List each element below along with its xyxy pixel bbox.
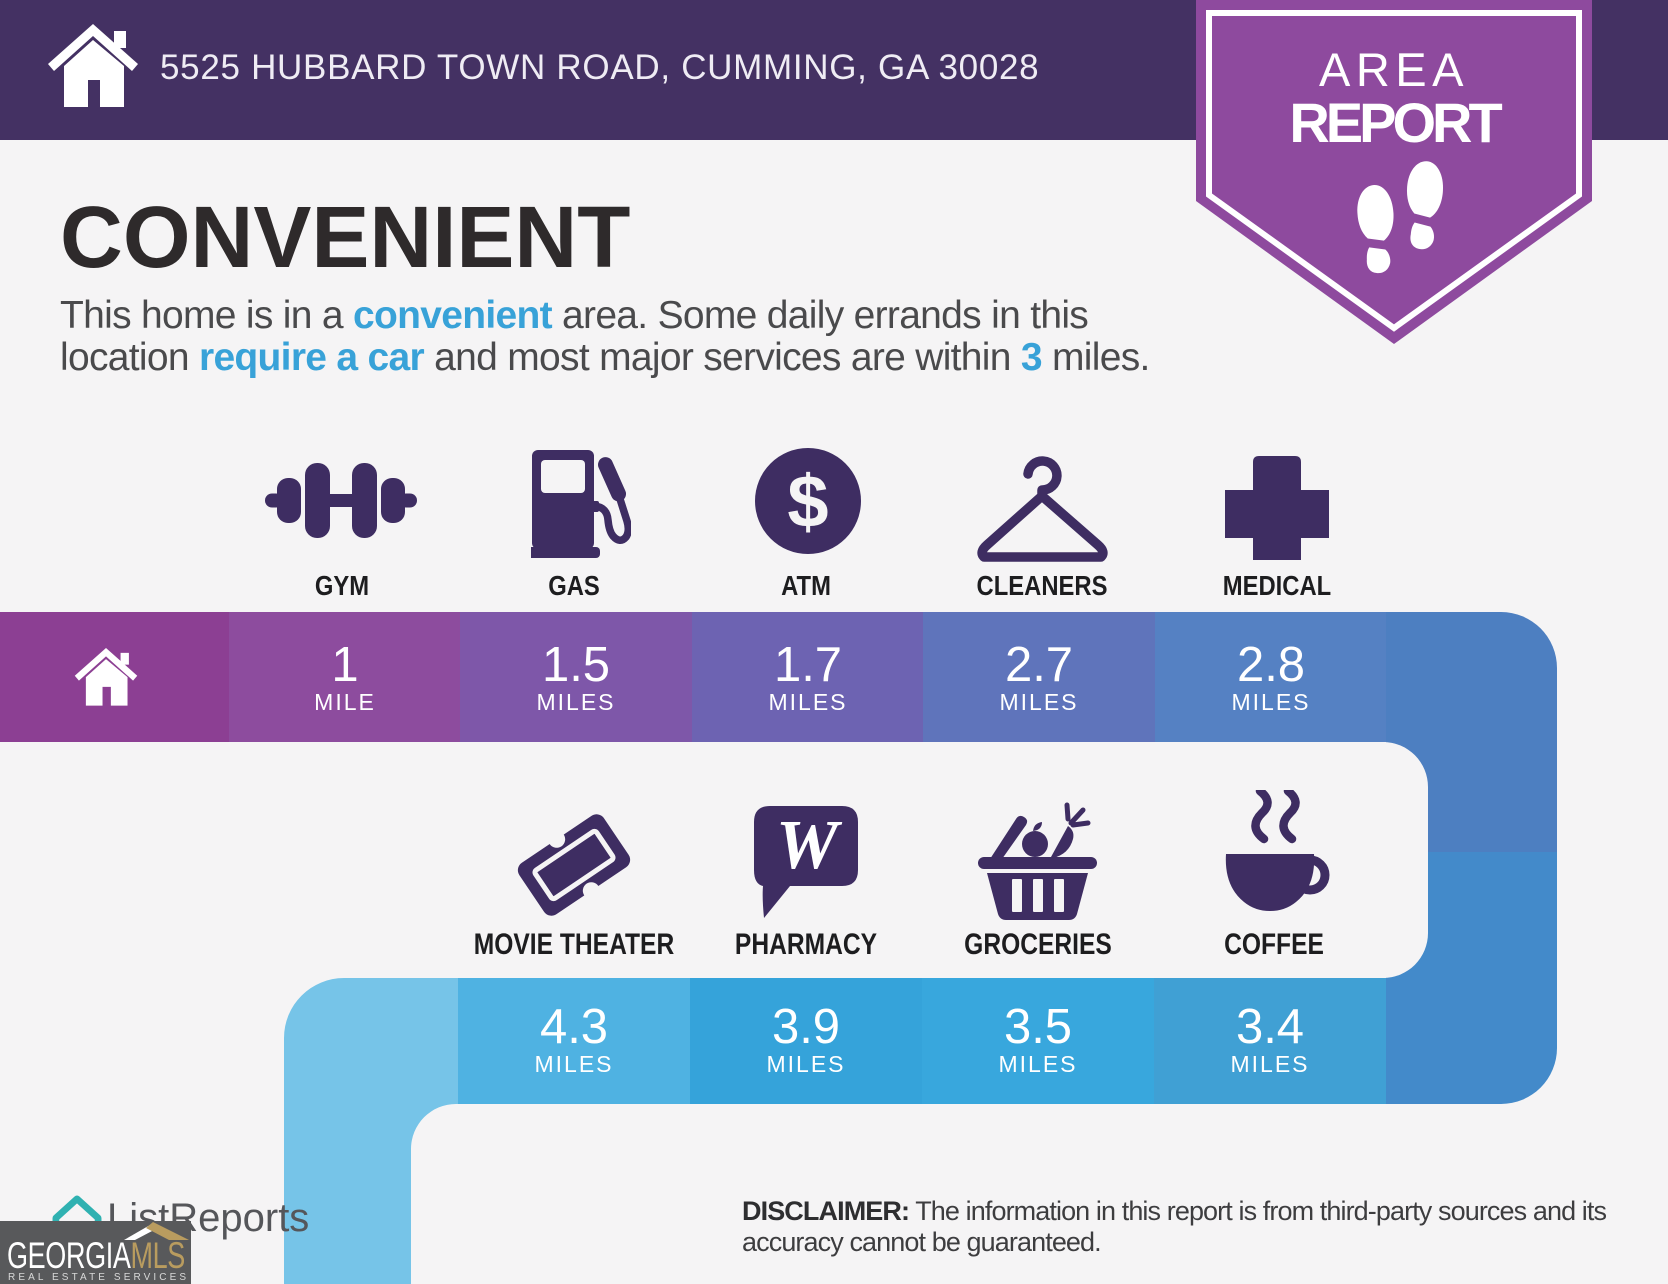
svg-text:W: W bbox=[776, 807, 843, 884]
svg-text:$: $ bbox=[787, 460, 828, 543]
svg-text:AREA: AREA bbox=[1319, 43, 1469, 96]
svg-text:REPORT: REPORT bbox=[1289, 91, 1502, 154]
